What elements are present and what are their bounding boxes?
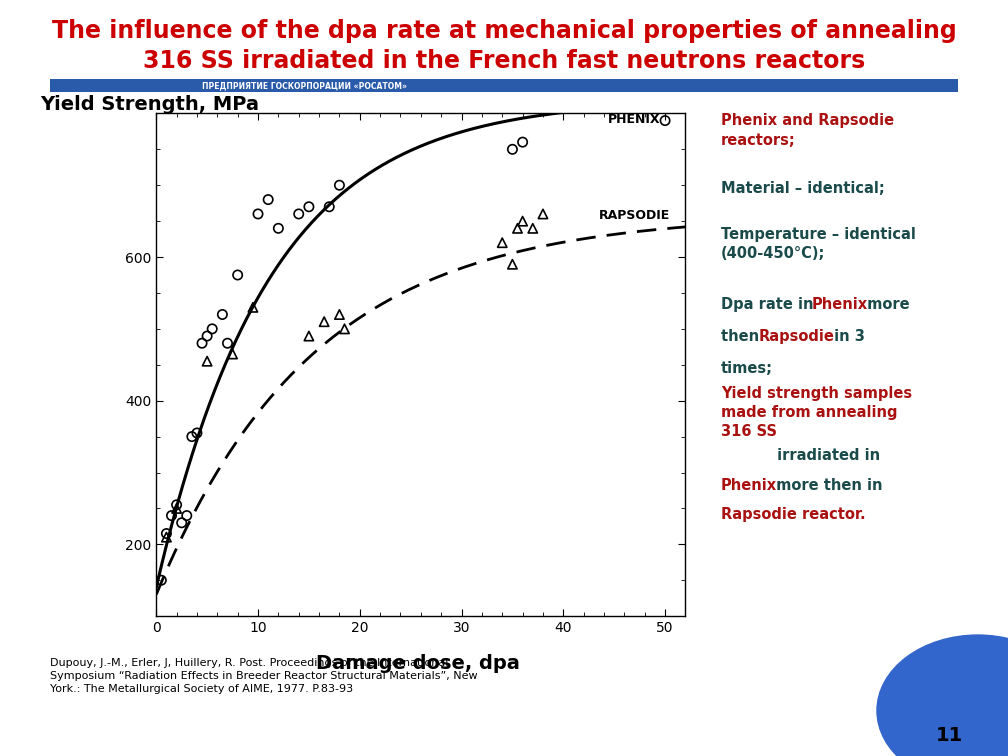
Point: [199, 330, 215, 342]
Text: then: then: [721, 329, 764, 344]
Point: [337, 323, 353, 335]
Text: Rapsodie: Rapsodie: [759, 329, 835, 344]
Point: [514, 215, 530, 227]
Point: [194, 337, 210, 349]
Text: Yield strength samples
made from annealing
316 SS: Yield strength samples made from anneali…: [721, 386, 912, 439]
Point: [322, 200, 338, 213]
Text: Yield Strength, MPa: Yield Strength, MPa: [40, 94, 259, 113]
Text: in 3: in 3: [829, 329, 865, 344]
Point: [300, 200, 317, 213]
Text: Dpa rate in: Dpa rate in: [721, 297, 818, 312]
Text: Phenix: Phenix: [811, 297, 868, 312]
Point: [183, 431, 200, 443]
Point: [230, 269, 246, 281]
Point: [173, 517, 190, 529]
Point: [250, 208, 266, 220]
Point: [245, 301, 261, 313]
Text: 11: 11: [935, 726, 963, 745]
Point: [158, 528, 174, 540]
Point: [168, 499, 184, 511]
Point: [535, 208, 551, 220]
Point: [514, 136, 530, 148]
Point: [153, 575, 169, 587]
Text: more then in: more then in: [771, 478, 883, 493]
Point: [178, 510, 195, 522]
Point: [332, 308, 348, 321]
Text: Temperature – identical
(400-450°C);: Temperature – identical (400-450°C);: [721, 227, 915, 261]
Point: [509, 222, 525, 234]
Text: Damage dose, dpa: Damage dose, dpa: [317, 654, 520, 673]
Text: irradiated in: irradiated in: [772, 448, 880, 463]
Point: [504, 144, 520, 156]
Point: [525, 222, 541, 234]
Text: PHENIX: PHENIX: [608, 113, 660, 125]
Point: [300, 330, 317, 342]
Point: [163, 510, 179, 522]
Point: [317, 316, 333, 328]
Point: [168, 502, 184, 514]
Point: [504, 259, 520, 271]
Point: [270, 222, 286, 234]
Text: Phenix and Rapsodie
reactors;: Phenix and Rapsodie reactors;: [721, 113, 894, 147]
Point: [188, 427, 205, 439]
Point: [332, 179, 348, 191]
Text: 316 SS irradiated in the French fast neutrons reactors: 316 SS irradiated in the French fast neu…: [143, 49, 865, 73]
Point: [494, 237, 510, 249]
Text: RAPSODIE: RAPSODIE: [599, 209, 670, 222]
Point: [158, 531, 174, 543]
Point: [205, 323, 221, 335]
Text: The influence of the dpa rate at mechanical properties of annealing: The influence of the dpa rate at mechani…: [51, 19, 957, 43]
Text: Dupouy, J.-M., Erler, J, Huillery, R. Post. Proceedings of the International
Sym: Dupouy, J.-M., Erler, J, Huillery, R. Po…: [50, 658, 478, 694]
Text: more: more: [862, 297, 909, 312]
Point: [225, 348, 241, 360]
Text: Rapsodie reactor.: Rapsodie reactor.: [721, 507, 865, 522]
Point: [260, 194, 276, 206]
Point: [215, 308, 231, 321]
Text: ПРЕДПРИЯТИЕ ГОСКОРПОРАЦИИ «РОСАТОМ»: ПРЕДПРИЯТИЕ ГОСКОРПОРАЦИИ «РОСАТОМ»: [202, 81, 407, 90]
Text: times;: times;: [721, 361, 773, 376]
Point: [199, 355, 215, 367]
Text: Phenix: Phenix: [721, 478, 777, 493]
Point: [657, 115, 673, 127]
Point: [290, 208, 306, 220]
Text: Material – identical;: Material – identical;: [721, 181, 884, 197]
Point: [220, 337, 236, 349]
